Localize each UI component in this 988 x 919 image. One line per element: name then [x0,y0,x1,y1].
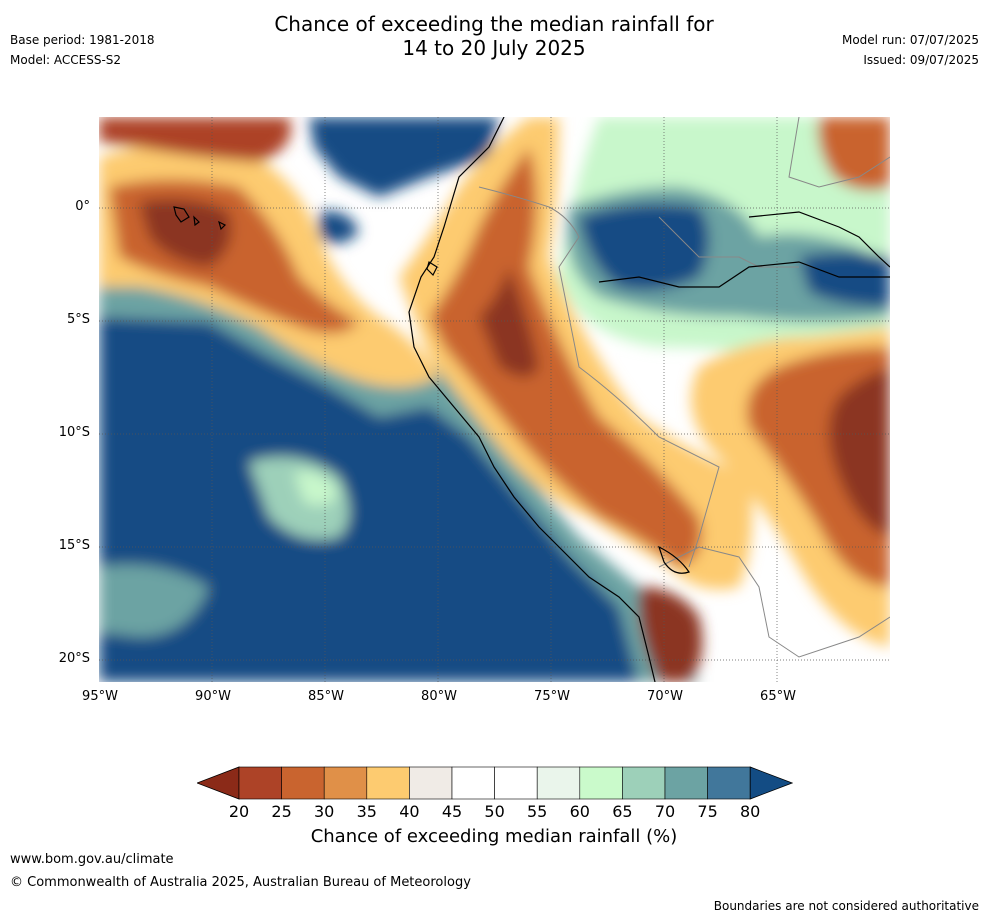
colorbar-cell [622,766,666,800]
pacific-wet-teal-patch [99,564,209,637]
northern-coastline [748,211,890,268]
north-dry-dark [99,117,291,162]
footer-url[interactable]: www.bom.gov.au/climate [10,852,174,867]
footer-copyright: © Commonwealth of Australia 2025, Austra… [10,875,471,890]
meta-left: Base period: 1981-2018 Model: ACCESS-S2 [10,30,155,70]
map-title: Chance of exceeding the median rainfall … [0,12,988,60]
country-boundaries [478,117,890,658]
north-pacific-wet [309,117,499,197]
rainfall-map [99,117,890,682]
title-line-1: Chance of exceeding the median rainfall … [274,12,714,36]
colorbar-cell [323,766,368,800]
model-name: Model: ACCESS-S2 [10,53,122,67]
colorbar-tick-label: 20 [228,802,250,821]
colorbar-cell [579,766,623,800]
colorbar-tick-label: 55 [527,802,548,821]
footer-disclaimer: Boundaries are not considered authoritat… [713,899,979,913]
model-run: Model run: 07/07/2025 [841,33,979,47]
lat-label-0: 0° [75,199,90,214]
colorbar-under-arrow [197,766,240,800]
lake-titicaca [657,545,690,574]
colorbar-cells [197,766,793,800]
colorbar-cell [366,766,410,800]
lon-label-70w: 70°W [647,689,683,704]
galapagos-dry-dark [139,198,232,267]
base-period: Base period: 1981-2018 [10,33,155,47]
lon-label-95w: 95°W [82,689,118,704]
colorbar-cell [281,766,325,800]
pacific-coastline [408,117,656,682]
lat-label-15s: 15°S [58,538,90,553]
pacific-wet-pale [294,471,339,506]
colorbar-cell [707,766,751,800]
colorbar-tick-label: 70 [654,802,676,821]
northeast-dry [818,117,890,191]
lon-label-85w: 85°W [308,689,344,704]
altiplano-dry-dark [639,587,703,682]
colorbar-cell [536,766,581,800]
lon-label-65w: 65°W [760,689,796,704]
lat-label-5s: 5°S [66,312,90,327]
colorbar-cell [409,766,453,800]
colorbar-tick-label: 50 [484,802,505,821]
andes-dry-dark [479,267,539,377]
issued-date: Issued: 09/07/2025 [863,53,979,67]
colorbar-over-arrow [749,766,793,800]
coastlines [173,117,890,682]
colorbar-label: Chance of exceeding median rainfall (%) [310,826,678,847]
colorbar-tick-label: 45 [441,802,463,821]
lon-label-80w: 80°W [421,689,457,704]
meta-right: Model run: 07/07/2025 Issued: 09/07/2025 [842,30,979,70]
colorbar-tick-label: 65 [612,802,633,821]
colorbar-tick-label: 35 [356,802,377,821]
colorbar-cell [238,766,282,800]
colorbar-tick-label: 80 [740,802,761,821]
colorbar-cell [494,766,538,800]
colorbar-tick-label: 60 [569,802,590,821]
colorbar-cell [451,766,495,800]
colorbar-tick-label: 30 [314,802,335,821]
pacific-wet-dark [99,317,639,682]
title-line-2: 14 to 20 July 2025 [402,36,586,60]
colorbar-cell [664,766,708,800]
lat-label-20s: 20°S [58,651,90,666]
galapagos-islands [173,206,227,231]
lon-label-75w: 75°W [534,689,570,704]
lon-label-90w: 90°W [195,689,231,704]
colorbar-tick-label: 75 [697,802,718,821]
probability-field [99,117,890,682]
colorbar [197,766,793,800]
colorbar-tick-label: 25 [271,802,292,821]
gulf-island [426,261,438,277]
andes-dry-mid [429,147,702,567]
amazon-river [598,261,890,288]
brazil-dry-dark [829,367,890,537]
lat-label-10s: 10°S [58,425,90,440]
north-pacific-wet-small [319,211,359,244]
gridlines [99,117,890,682]
amazon-wet-dark [579,203,709,291]
amazon-wet-dark-east [799,252,890,307]
colorbar-tick-label: 40 [399,802,420,821]
